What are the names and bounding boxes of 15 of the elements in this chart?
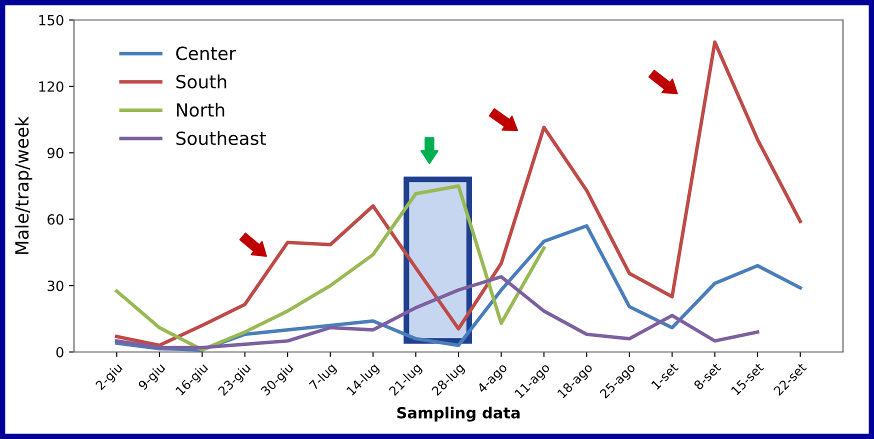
y-tick-label: 120 — [39, 81, 64, 92]
line-series — [114, 275, 760, 350]
legend-label: Southeast — [176, 131, 266, 146]
legend-label: South — [176, 74, 226, 88]
line-series — [114, 184, 546, 352]
line-series — [114, 40, 802, 348]
y-tick-label: 60 — [48, 214, 64, 225]
legend-label: Center — [176, 46, 236, 60]
y-axis-title: Male/trap/week — [14, 116, 32, 254]
y-tick-label: 90 — [47, 148, 64, 158]
y-tick-label: 0 — [56, 346, 64, 358]
y-tick-label: 150 — [39, 14, 64, 26]
legend-label: North — [176, 102, 224, 117]
x-axis-title: Sampling data — [397, 406, 520, 422]
y-tick-label: 30 — [48, 280, 64, 292]
